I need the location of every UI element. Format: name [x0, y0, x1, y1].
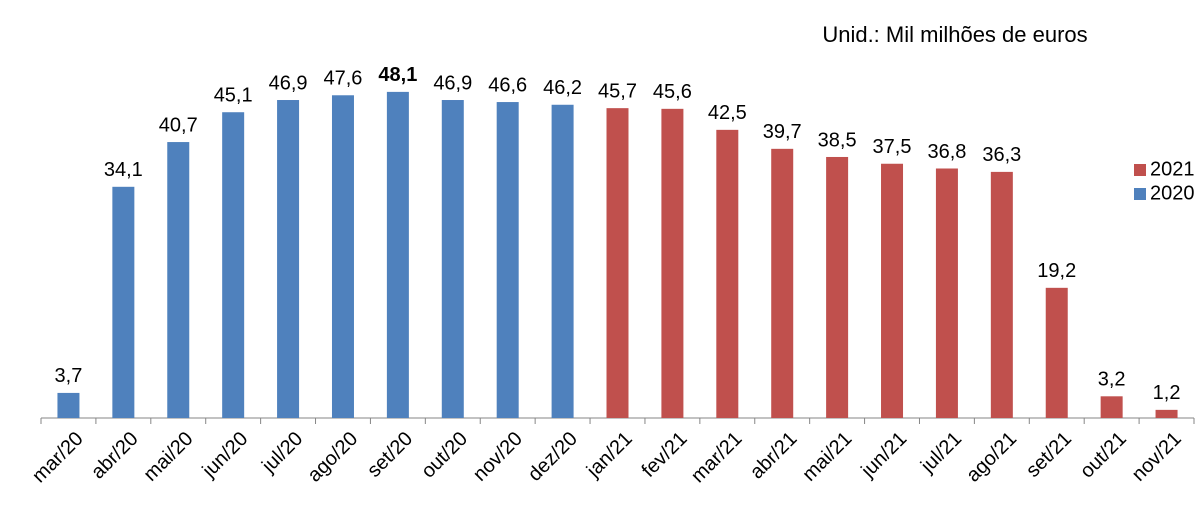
x-tick-label: jan/21: [582, 428, 637, 483]
bar: [441, 100, 464, 418]
x-tick-label: set/21: [1022, 428, 1076, 482]
value-label: 45,6: [653, 81, 692, 103]
legend-label: 2020: [1150, 182, 1195, 204]
value-label: 48,1: [378, 64, 417, 86]
value-label: 45,7: [598, 80, 637, 102]
chart-subtitle: Unid.: Mil milhões de euros: [822, 22, 1087, 47]
value-label: 39,7: [763, 121, 802, 143]
value-label: 46,2: [543, 77, 582, 99]
bar: [990, 171, 1013, 418]
bar: [661, 108, 684, 418]
x-tick-label: jul/20: [257, 428, 307, 478]
legend-swatch: [1134, 188, 1146, 200]
x-tick-label: jun/21: [856, 428, 911, 483]
bar: [331, 95, 354, 418]
x-tick-label: abr/21: [746, 428, 802, 484]
legend-label: 2021: [1150, 158, 1195, 180]
x-tick-label: mai/21: [798, 428, 856, 486]
bar: [771, 148, 794, 419]
value-label: 46,9: [269, 72, 308, 94]
bar: [277, 100, 300, 418]
x-tick-label: mar/20: [28, 428, 88, 488]
value-label: 40,7: [159, 114, 198, 136]
bar: [1045, 287, 1068, 418]
x-tick-label: jun/20: [198, 428, 253, 483]
x-tick-label: jul/21: [916, 428, 966, 478]
x-tick-label: ago/21: [962, 428, 1021, 487]
x-tick-label: out/20: [417, 428, 472, 483]
bar: [716, 129, 739, 418]
x-tick-label: out/21: [1076, 428, 1131, 483]
bar: [1155, 409, 1178, 418]
x-tick-label: fev/21: [638, 428, 692, 482]
x-tick-label: ago/20: [303, 428, 362, 487]
value-label: 19,2: [1037, 260, 1076, 282]
value-label: 36,8: [927, 141, 966, 163]
value-label: 36,3: [982, 144, 1021, 166]
value-label: 42,5: [708, 102, 747, 124]
x-tick-label: dez/20: [524, 428, 582, 486]
bar: [826, 156, 849, 418]
bar: [112, 186, 135, 418]
value-label: 3,7: [55, 365, 83, 387]
bar: [496, 102, 519, 418]
legend-swatch: [1134, 164, 1146, 176]
bar: [167, 142, 190, 418]
value-label: 38,5: [818, 129, 857, 151]
bar: [551, 104, 574, 418]
value-label: 34,1: [104, 159, 143, 181]
x-tick-label: nov/21: [1128, 428, 1186, 486]
x-tick-label: set/20: [363, 428, 417, 482]
bar: [881, 163, 904, 418]
x-tick-label: abr/20: [87, 428, 143, 484]
value-label: 37,5: [873, 136, 912, 158]
value-label: 3,2: [1098, 369, 1126, 391]
x-tick-label: mar/21: [687, 428, 747, 488]
bar: [386, 91, 409, 419]
bar: [57, 392, 80, 418]
value-label: 47,6: [324, 68, 363, 90]
value-label: 45,1: [214, 85, 253, 107]
x-tick-label: nov/20: [469, 428, 527, 486]
value-label: 1,2: [1153, 382, 1181, 404]
bar: [1100, 396, 1123, 418]
bar: [222, 112, 245, 419]
x-tick-label: mai/20: [140, 428, 198, 486]
value-label: 46,6: [488, 74, 527, 96]
bar: [606, 108, 629, 419]
bar: [935, 168, 958, 418]
value-label: 46,9: [433, 72, 472, 94]
